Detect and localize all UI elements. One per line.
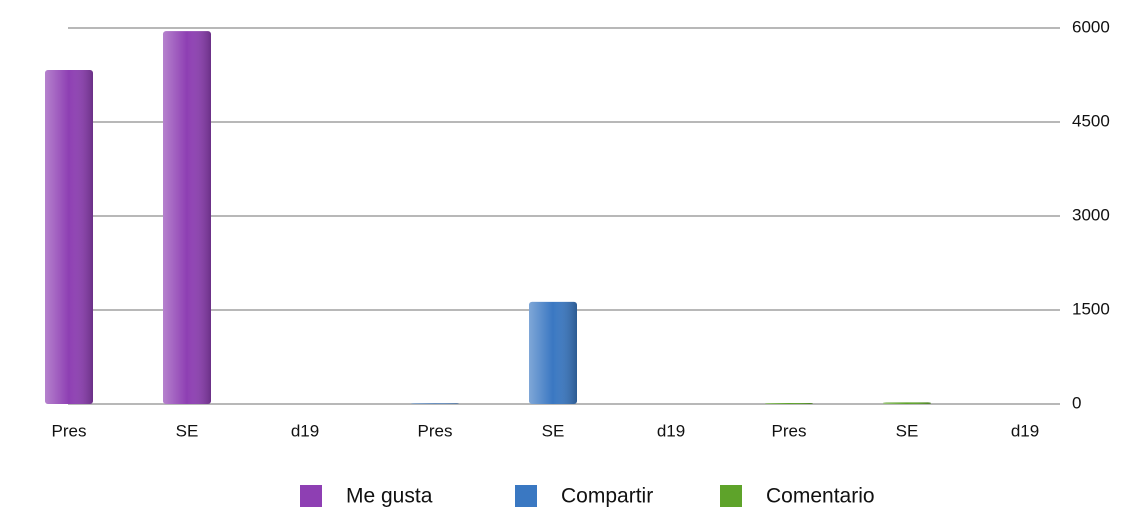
x-tick-label: d19 (1011, 421, 1039, 440)
legend-label: Comentario (766, 485, 875, 508)
legend-swatch (720, 485, 742, 507)
bar-shine (163, 31, 211, 405)
x-tick-label: Pres (52, 421, 87, 440)
bar-shine (45, 69, 93, 404)
bar-shine (765, 403, 813, 404)
x-tick-label: SE (176, 421, 199, 440)
x-tick-label: Pres (418, 421, 453, 440)
bar-shine (411, 403, 459, 404)
x-tick-label: Pres (772, 421, 807, 440)
x-tick-label: SE (896, 421, 919, 440)
y-tick-label: 6000 (1072, 17, 1110, 36)
y-tick-label: 3000 (1072, 205, 1110, 224)
x-tick-label: d19 (657, 421, 685, 440)
legend-swatch (515, 485, 537, 507)
y-tick-label: 0 (1072, 393, 1081, 412)
legend-swatch (300, 485, 322, 507)
legend-label: Compartir (561, 485, 653, 508)
bar-shine (883, 402, 931, 404)
y-tick-label: 1500 (1072, 299, 1110, 318)
legend-label: Me gusta (346, 485, 433, 508)
x-tick-label: d19 (291, 421, 319, 440)
x-tick-label: SE (542, 421, 565, 440)
bar-shine (529, 301, 577, 404)
y-tick-label: 4500 (1072, 111, 1110, 130)
